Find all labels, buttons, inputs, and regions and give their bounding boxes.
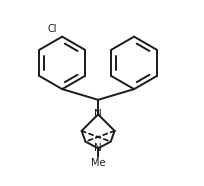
Text: Cl: Cl (48, 24, 57, 34)
Text: N: N (94, 143, 102, 153)
Text: N: N (94, 109, 102, 119)
Text: Me: Me (91, 158, 105, 168)
